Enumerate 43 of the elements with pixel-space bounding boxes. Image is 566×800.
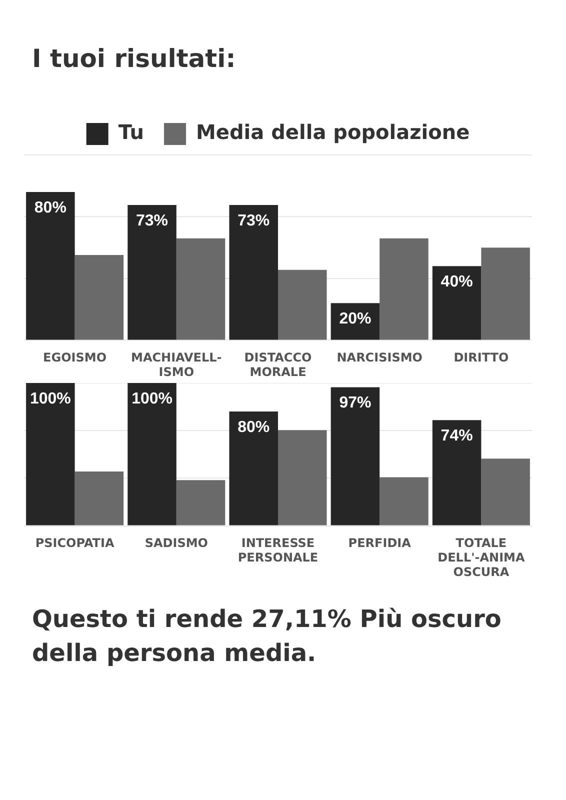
x-tick-label: PSICOPATIA <box>35 536 115 550</box>
bar <box>432 420 482 526</box>
bar <box>380 238 428 340</box>
bar <box>74 255 124 340</box>
data-label: 20% <box>339 310 372 328</box>
data-label: 100% <box>30 390 71 408</box>
legend-label: Media della popolazione <box>196 120 470 144</box>
bar <box>128 205 176 340</box>
bar <box>128 383 176 526</box>
x-tick-label: NARCISISMO <box>336 350 422 365</box>
data-label: 80% <box>34 199 66 216</box>
bar <box>432 266 482 340</box>
data-label: 74% <box>440 428 473 445</box>
x-tick-label: SADISMO <box>144 536 208 550</box>
x-tick-label: MACHIAVELL-ISMO <box>131 350 222 379</box>
data-label: 100% <box>132 390 172 408</box>
bar <box>74 472 124 526</box>
chart-title: I tuoi risultati: <box>31 43 237 73</box>
bar <box>26 383 75 526</box>
data-label: 40% <box>440 274 473 291</box>
bar <box>26 192 75 340</box>
legend-label: Tu <box>118 120 144 144</box>
data-label: 73% <box>238 212 270 230</box>
x-tick-label: TOTALE DELL'-ANIMA OSCURA <box>438 536 526 579</box>
x-tick-label: PERFIDIA <box>348 536 412 550</box>
bar <box>330 387 380 526</box>
bar <box>176 238 226 340</box>
data-label: 80% <box>238 418 270 436</box>
bar <box>229 412 278 526</box>
text: Questo ti rende 27,11% Più oscuro della persona media. <box>31 604 502 669</box>
x-tick-label: DISTACCO MORALE <box>244 350 312 379</box>
bar <box>278 270 327 340</box>
x-tick-label: INTERESSE PERSONALE <box>238 536 318 565</box>
x-tick-label: EGOISMO <box>43 350 107 365</box>
bar <box>229 205 278 340</box>
bar <box>278 430 327 526</box>
x-tick-label: DIRITTO <box>454 350 509 365</box>
data-label: 73% <box>136 212 168 230</box>
bar <box>380 477 428 526</box>
bar <box>481 248 530 340</box>
bar <box>176 480 226 526</box>
data-label: 97% <box>339 394 372 412</box>
bar <box>481 458 530 526</box>
